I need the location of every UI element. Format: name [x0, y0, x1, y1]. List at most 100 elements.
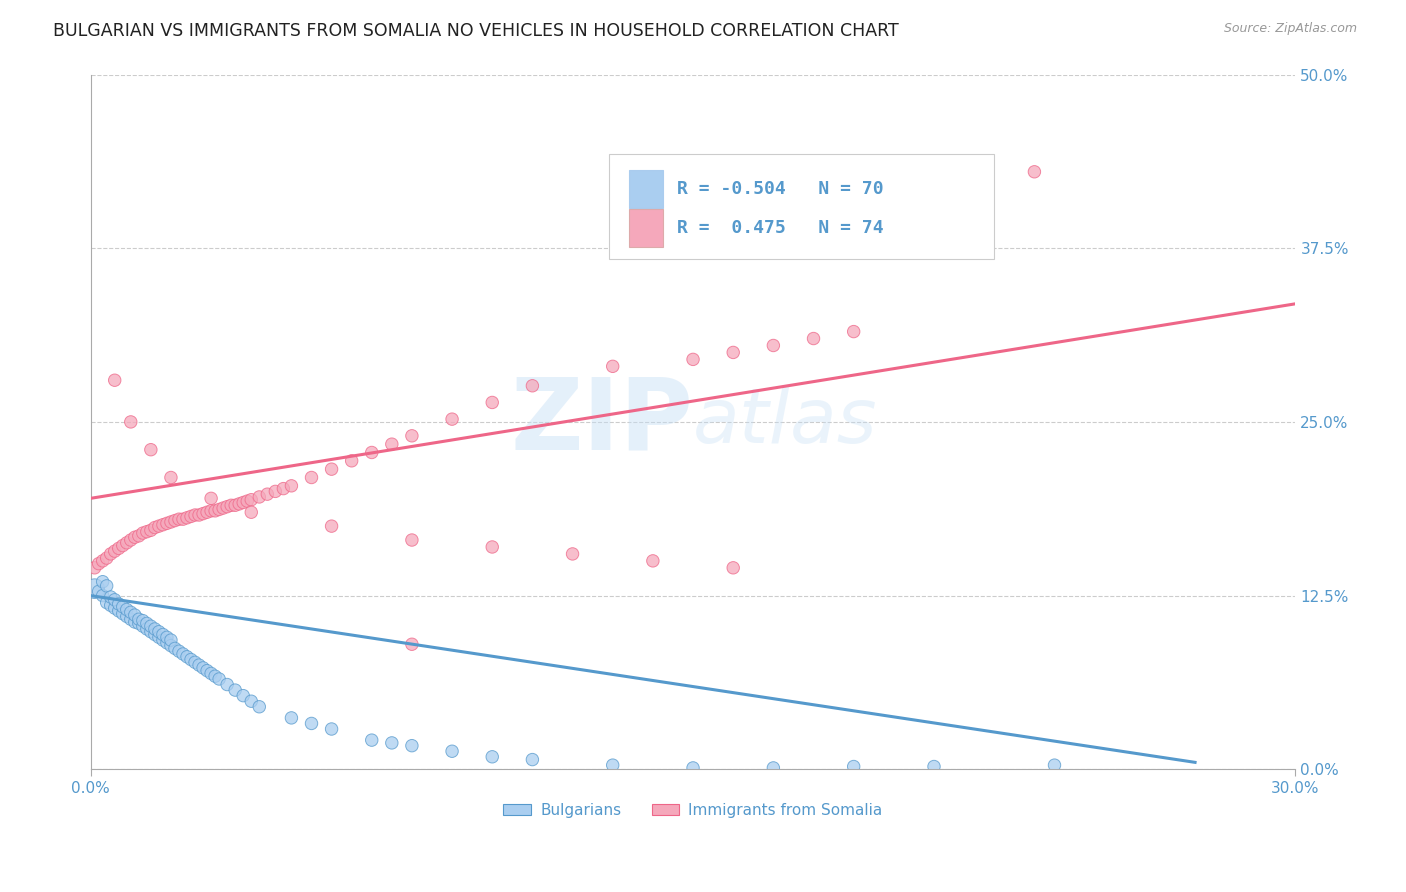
Point: [219, 498, 242, 512]
Point: [152, 633, 174, 648]
Point: [96, 551, 118, 566]
Point: [132, 614, 155, 628]
Point: [195, 505, 218, 519]
Point: [264, 484, 287, 499]
Point: [204, 669, 226, 683]
Point: [107, 541, 129, 556]
Point: [481, 540, 503, 554]
Point: [321, 519, 343, 533]
Point: [167, 644, 190, 658]
Point: [381, 736, 404, 750]
Point: [107, 597, 129, 611]
Point: [191, 661, 214, 675]
Point: [104, 373, 127, 387]
Point: [100, 547, 122, 561]
Point: [139, 624, 162, 639]
Point: [522, 378, 544, 392]
Point: [340, 454, 363, 468]
Point: [441, 412, 464, 426]
Point: [381, 437, 404, 451]
Point: [191, 507, 214, 521]
Point: [273, 482, 295, 496]
Point: [180, 652, 202, 666]
Point: [212, 501, 235, 516]
Point: [184, 655, 207, 669]
Point: [135, 616, 157, 631]
Point: [111, 539, 134, 553]
Point: [176, 510, 198, 524]
Point: [128, 616, 150, 631]
FancyBboxPatch shape: [609, 154, 994, 259]
Point: [139, 619, 162, 633]
Text: atlas: atlas: [693, 385, 877, 458]
Point: [115, 602, 138, 616]
Point: [240, 694, 263, 708]
Point: [481, 749, 503, 764]
Point: [120, 612, 142, 626]
Point: [240, 492, 263, 507]
Text: R = -0.504   N = 70: R = -0.504 N = 70: [678, 180, 884, 198]
Point: [167, 512, 190, 526]
Point: [401, 739, 423, 753]
Point: [111, 607, 134, 621]
Point: [104, 544, 127, 558]
Point: [132, 619, 155, 633]
Point: [104, 601, 127, 615]
Point: [152, 517, 174, 532]
Point: [87, 584, 110, 599]
Point: [195, 664, 218, 678]
Point: [236, 494, 259, 508]
Point: [803, 332, 825, 346]
Legend: Bulgarians, Immigrants from Somalia: Bulgarians, Immigrants from Somalia: [498, 797, 889, 824]
Point: [96, 596, 118, 610]
Point: [232, 495, 254, 509]
Point: [180, 509, 202, 524]
Point: [83, 561, 105, 575]
Point: [184, 508, 207, 522]
Point: [1043, 758, 1066, 772]
Point: [762, 338, 785, 352]
Point: [217, 677, 239, 691]
Point: [481, 395, 503, 409]
Point: [842, 325, 865, 339]
Point: [143, 622, 166, 636]
Point: [602, 359, 624, 374]
Point: [135, 622, 157, 636]
Point: [148, 624, 170, 639]
Point: [188, 508, 211, 522]
Point: [641, 554, 664, 568]
Point: [176, 649, 198, 664]
Point: [124, 608, 146, 623]
Point: [83, 582, 105, 596]
Point: [401, 637, 423, 651]
Point: [280, 479, 302, 493]
Point: [115, 609, 138, 624]
Point: [682, 761, 704, 775]
Point: [111, 599, 134, 614]
Point: [172, 647, 194, 661]
Point: [156, 630, 179, 644]
Point: [247, 490, 270, 504]
Point: [256, 487, 278, 501]
Point: [561, 547, 583, 561]
Point: [148, 519, 170, 533]
Point: [721, 561, 744, 575]
Point: [115, 536, 138, 550]
Point: [160, 633, 183, 648]
Point: [156, 516, 179, 531]
Point: [100, 590, 122, 604]
Point: [301, 716, 323, 731]
Point: [200, 491, 222, 506]
Point: [360, 445, 382, 459]
Point: [1024, 165, 1046, 179]
Point: [232, 689, 254, 703]
FancyBboxPatch shape: [628, 169, 662, 208]
Point: [152, 627, 174, 641]
Point: [91, 589, 114, 603]
Point: [132, 526, 155, 541]
Text: BULGARIAN VS IMMIGRANTS FROM SOMALIA NO VEHICLES IN HOUSEHOLD CORRELATION CHART: BULGARIAN VS IMMIGRANTS FROM SOMALIA NO …: [53, 22, 900, 40]
Point: [87, 557, 110, 571]
Point: [124, 530, 146, 544]
Text: Source: ZipAtlas.com: Source: ZipAtlas.com: [1223, 22, 1357, 36]
Point: [228, 497, 250, 511]
